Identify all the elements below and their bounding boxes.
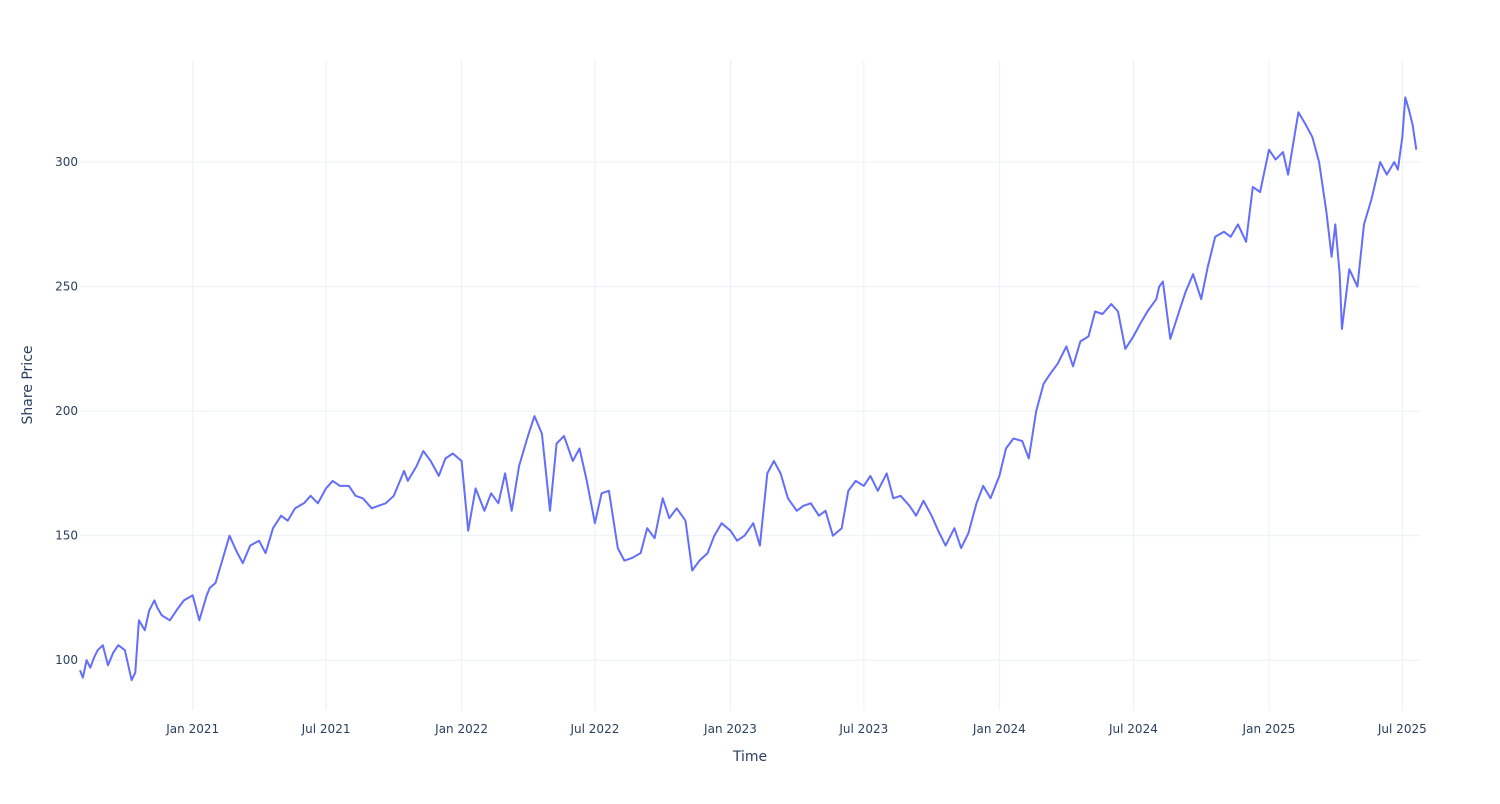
y-tick-label: 300 xyxy=(55,155,78,169)
y-tick-label: 100 xyxy=(55,653,78,667)
x-tick-label: Jan 2024 xyxy=(972,722,1026,736)
y-axis-title: Share Price xyxy=(20,345,36,424)
y-tick-label: 200 xyxy=(55,404,78,418)
y-gridlines xyxy=(80,161,1420,661)
x-tick-label: Jul 2022 xyxy=(570,722,620,736)
x-tick-label: Jan 2023 xyxy=(703,722,757,736)
series-line xyxy=(79,96,1418,682)
y-tick-label: 250 xyxy=(55,280,78,294)
x-tick-label: Jan 2021 xyxy=(165,722,219,736)
x-tick-label: Jul 2025 xyxy=(1377,722,1427,736)
x-gridlines xyxy=(192,60,1403,710)
x-tick-label: Jan 2025 xyxy=(1242,722,1296,736)
x-tick-label: Jan 2022 xyxy=(434,722,488,736)
series-layer xyxy=(79,96,1418,682)
x-axis-ticks: Jan 2021 Jul 2021 Jan 2022 Jul 2022 Jan 2023… xyxy=(165,722,1426,736)
y-tick-label: 150 xyxy=(55,529,78,543)
x-axis-title: Time xyxy=(732,749,767,765)
x-tick-label: Jul 2024 xyxy=(1108,722,1158,736)
y-axis-ticks: 100 150 200 250 300 xyxy=(55,155,78,667)
x-tick-label: Jul 2021 xyxy=(301,722,351,736)
x-tick-label: Jul 2023 xyxy=(838,722,888,736)
